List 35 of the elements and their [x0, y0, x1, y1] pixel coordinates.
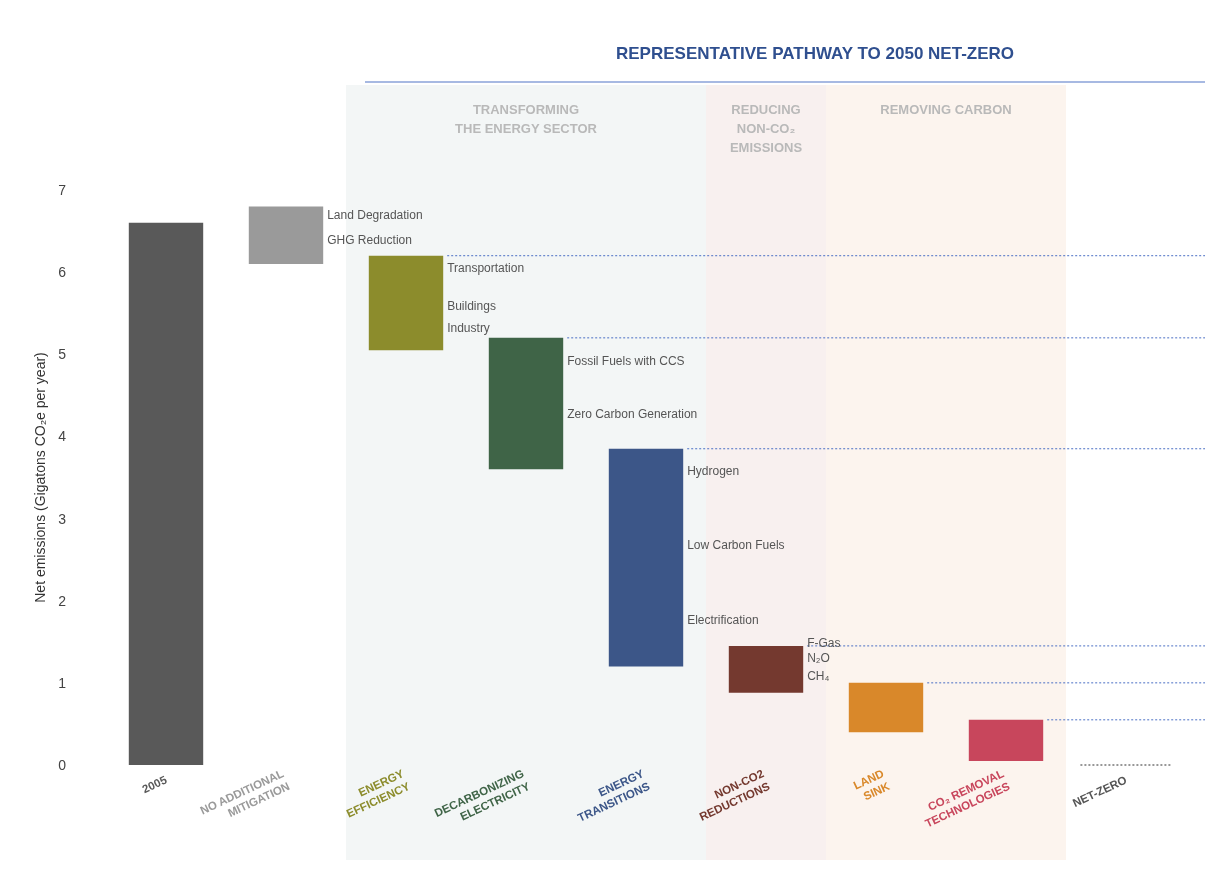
annotation: GHG Reduction	[327, 233, 412, 247]
bar	[368, 255, 444, 351]
annotation: Zero Carbon Generation	[567, 407, 698, 421]
annotation: CH₄	[807, 669, 830, 683]
y-tick-label: 6	[58, 264, 67, 281]
y-tick-label: 3	[58, 510, 67, 527]
annotation: Land Degradation	[327, 208, 423, 222]
y-tick-label: 2	[58, 592, 67, 609]
band-label: TRANSFORMING THE ENERGY SECTOR	[455, 102, 598, 136]
y-tick-label: 0	[58, 757, 67, 773]
bar	[128, 222, 204, 765]
bar	[488, 337, 564, 470]
y-tick-label: 1	[58, 674, 67, 691]
bar	[728, 645, 804, 693]
annotation: Low Carbon Fuels	[687, 538, 785, 552]
annotation: Buildings	[447, 299, 496, 313]
annotation: N₂O	[807, 651, 830, 665]
annotation: Electrification	[687, 613, 759, 627]
annotation: Industry	[447, 321, 490, 335]
annotation: F-Gas	[807, 636, 841, 650]
bar	[608, 448, 684, 667]
annotation: Fossil Fuels with CCS	[567, 354, 685, 368]
chart-title: REPRESENTATIVE PATHWAY TO 2050 NET-ZERO	[615, 44, 1015, 63]
annotation: Transportation	[447, 261, 525, 275]
bar	[968, 719, 1044, 761]
annotation: Hydrogen	[687, 464, 740, 478]
bar	[848, 682, 924, 733]
band-label: REMOVING CARBON	[880, 102, 1012, 117]
y-axis-title: Net emissions (Gigatons CO₂e per year)	[32, 352, 49, 603]
band-label: REDUCING NON-CO₂ EMISSIONS	[729, 102, 803, 155]
x-tick-label: 2005	[140, 773, 170, 796]
y-tick-label: 7	[58, 182, 67, 198]
bar	[248, 206, 324, 264]
y-tick-label: 5	[58, 346, 67, 363]
y-tick-label: 4	[58, 428, 67, 445]
